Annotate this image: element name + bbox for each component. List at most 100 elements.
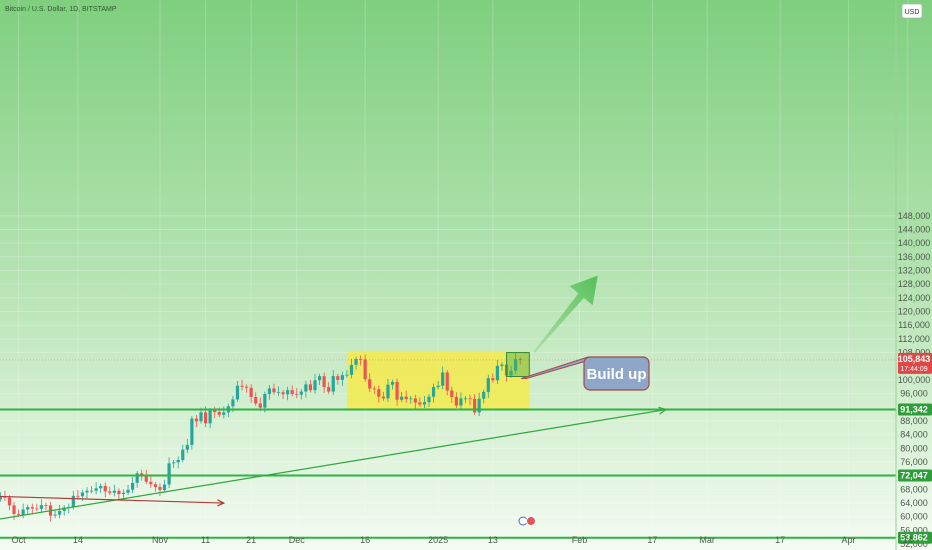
event-icons[interactable] — [518, 516, 536, 526]
candle-body — [313, 380, 317, 391]
level-badge — [898, 469, 932, 482]
candle-body — [331, 376, 335, 392]
candle — [395, 378, 399, 406]
candle — [345, 370, 349, 378]
candle — [454, 392, 458, 408]
price-axis[interactable]: 52,00056,00060,00064,00068,00072,00076,0… — [898, 211, 932, 549]
candle — [76, 489, 80, 500]
candle-body — [217, 412, 221, 415]
candle-body — [413, 398, 417, 403]
candle-body — [167, 463, 171, 485]
candle-body — [117, 490, 121, 495]
y-tick-label: 80,000 — [900, 443, 928, 453]
candle-body — [194, 418, 199, 422]
candle-body — [140, 473, 144, 475]
candle-body — [459, 398, 463, 406]
candle-body — [17, 513, 21, 515]
candle — [85, 487, 89, 499]
candle — [117, 488, 121, 499]
candle — [327, 382, 331, 394]
earnings-icon[interactable] — [526, 516, 536, 526]
candle — [317, 373, 322, 386]
candle-body — [162, 484, 167, 491]
candle-body — [62, 507, 66, 511]
candle — [158, 483, 162, 497]
candle-body — [495, 365, 499, 381]
candle — [409, 395, 413, 404]
candle — [286, 386, 290, 401]
candle-body — [240, 385, 244, 387]
candle-body — [245, 386, 249, 388]
candle — [94, 482, 98, 495]
x-tick-label: Oct — [12, 535, 27, 545]
candle — [322, 372, 326, 394]
candle-body — [308, 384, 313, 391]
candle — [477, 392, 481, 417]
y-tick-label: 116,000 — [898, 320, 930, 330]
red-trend-arrow[interactable] — [0, 495, 224, 504]
candle — [181, 444, 185, 463]
candle-body — [58, 510, 62, 515]
candle — [149, 475, 153, 488]
y-tick-label: 132,000 — [898, 265, 931, 275]
candle — [308, 379, 313, 393]
candle-body — [345, 374, 349, 376]
candle — [176, 456, 180, 469]
candle — [281, 389, 285, 400]
x-tick-label: 16 — [360, 535, 370, 545]
candle-body — [431, 387, 436, 397]
annotations-back — [0, 350, 896, 410]
candle — [436, 380, 440, 390]
candle — [39, 499, 43, 513]
candle — [491, 373, 495, 383]
candle — [53, 509, 57, 519]
candle-body — [181, 449, 185, 460]
candle — [468, 394, 472, 406]
y-tick-label: 68,000 — [900, 484, 928, 494]
breakout-box[interactable] — [506, 352, 530, 377]
candle — [349, 358, 354, 379]
candle-body — [7, 497, 12, 506]
candle-body — [359, 359, 363, 360]
projection-up-arrow-icon[interactable] — [533, 275, 598, 354]
candle — [89, 485, 94, 494]
trend-line[interactable] — [0, 408, 667, 521]
event-flag-icon[interactable] — [518, 516, 528, 526]
candle-body — [473, 399, 477, 413]
candle-body — [53, 514, 57, 516]
candle — [381, 391, 385, 401]
candle-body — [35, 508, 39, 510]
candle-body — [418, 402, 422, 405]
candle — [35, 503, 39, 512]
candle-body — [441, 372, 445, 386]
candle-body — [295, 393, 299, 395]
y-tick-label: 112,000 — [898, 334, 930, 344]
candle-body — [422, 402, 427, 405]
price-countdown: 17:44:09 — [900, 366, 927, 373]
candle-body — [290, 390, 294, 394]
candle-body — [299, 391, 303, 395]
candle-body — [249, 387, 253, 398]
currency-button[interactable]: USD — [901, 3, 923, 19]
candle — [44, 502, 48, 511]
candle-body — [349, 364, 354, 375]
y-tick-label: 84,000 — [900, 430, 928, 440]
candle — [208, 407, 212, 429]
candle — [441, 366, 445, 390]
candle-body — [304, 384, 308, 392]
candle-body — [199, 412, 203, 422]
x-tick-label: 13 — [488, 535, 498, 545]
time-axis[interactable]: Oct 14 Nov 11 21 Dec 16 2025 13 Feb 17 Mar 17 Apr 14 — [12, 535, 913, 545]
build-up-callout[interactable]: Build up — [583, 356, 650, 391]
candle-body — [486, 378, 490, 392]
candle-body — [514, 359, 518, 371]
candle-body — [176, 459, 180, 463]
candle — [194, 414, 199, 428]
candle-body — [482, 391, 486, 399]
candle — [167, 457, 171, 489]
currency-label: USD — [905, 9, 920, 16]
candle-body — [463, 398, 468, 400]
candle-body — [80, 492, 85, 497]
candle-body — [340, 375, 344, 380]
